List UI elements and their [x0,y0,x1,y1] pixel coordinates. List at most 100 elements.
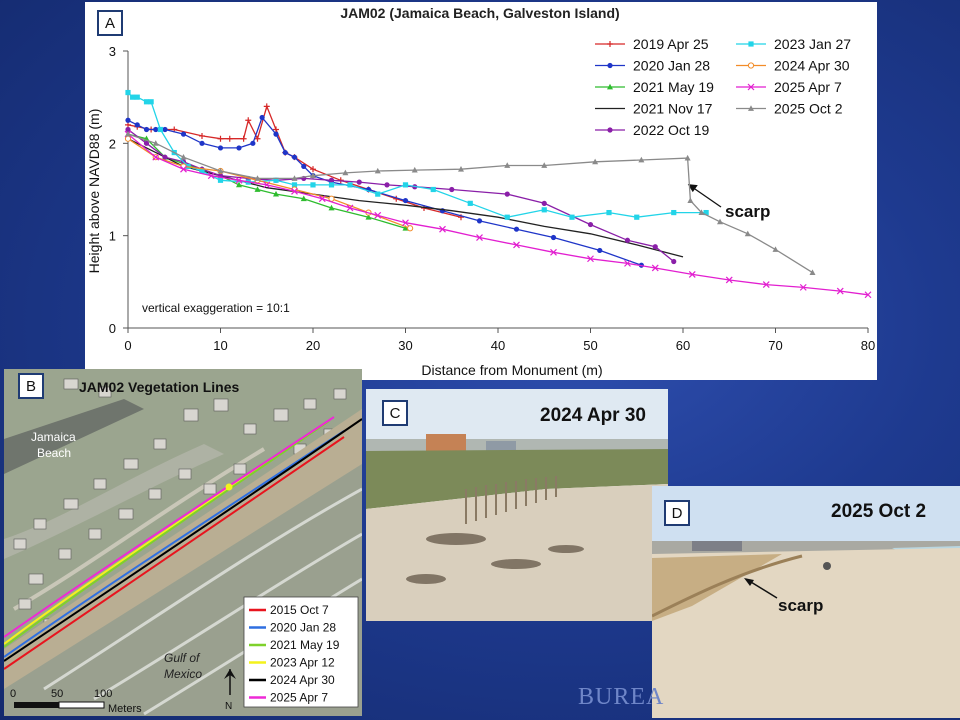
series-point [550,234,557,241]
chart-note: vertical exaggeration = 10:1 [142,301,290,315]
x-tick-label: 30 [398,338,412,353]
series-point [384,182,390,188]
x-tick-label: 40 [491,338,505,353]
series-point [638,156,645,163]
series-point [153,126,159,133]
map-place-label-line2: Beach [37,446,71,460]
map-legend-label: 2024 Apr 30 [270,673,335,687]
series-point [569,214,575,220]
north-arrow-icon: N [224,669,236,712]
map-title: JAM02 Vegetation Lines [79,379,239,395]
legend-label: 2023 Jan 27 [774,36,851,52]
series-point [597,247,603,254]
series-point [748,105,754,111]
series-point [162,154,168,160]
series-point [342,169,349,176]
series-point [365,214,372,220]
series-point [374,211,382,219]
series-line [127,133,869,296]
series-point [143,126,150,133]
series-point [652,244,658,250]
x-tick-label: 80 [861,338,875,353]
y-tick-label: 1 [109,229,116,244]
series-point [148,99,154,105]
x-tick-label: 0 [124,338,131,353]
series-point [624,237,631,243]
watermark: BUREA [578,684,665,710]
series-point [607,41,613,47]
legend-label: 2021 May 19 [633,79,714,95]
chart-annotation-scarp: scarp [725,202,770,221]
beach-photo-2024 [366,389,668,621]
legend-label: 2025 Oct 2 [774,101,843,117]
series-point [328,177,335,183]
photo-c-date: 2024 Apr 30 [540,405,646,426]
photo-2025-panel: D 2025 Oct 2 scarp [652,486,960,718]
photo-d-arrow-icon [744,578,778,599]
series-point [607,62,613,69]
series-point [624,259,631,267]
series-point [799,283,807,291]
series-point [240,135,247,142]
chart-title: JAM02 (Jamaica Beach, Galveston Island) [340,5,619,21]
series-point [273,190,279,197]
series-point [291,187,298,195]
map-legend-label: 2020 Jan 28 [270,621,336,635]
series-point [273,126,279,133]
series-point [402,197,409,204]
series-point [125,126,131,133]
series-point [291,182,298,188]
series-point [259,114,265,121]
series-point [744,230,751,237]
series-point [310,166,316,173]
series-point [476,218,483,224]
series-point [504,191,510,197]
legend-item: 2023 Jan 27 [736,36,851,52]
series-point [130,94,136,100]
map-legend-item: 2015 Oct 7 [249,603,329,617]
legend-label: 2025 Apr 7 [774,79,842,95]
vegetation-lines-map-panel: JAM02 Vegetation Lines Jamaica Beach Gul… [4,369,362,716]
scale-tick-0: 0 [10,688,16,700]
series-line [127,133,813,274]
series-point [199,168,205,174]
map-legend-label: 2025 Apr 7 [270,691,328,705]
series-point [250,140,256,146]
series-point [125,89,131,96]
y-tick-label: 3 [109,44,116,59]
x-tick-label: 10 [213,338,227,353]
series-point [125,117,131,123]
chart-y-label: Height above NAVD88 (m) [86,109,102,274]
series-point [310,182,316,188]
scarp-arrowhead-icon [687,184,698,193]
legend-item: 2021 Nov 17 [595,101,713,117]
series-point [282,149,288,156]
series-point [217,135,224,142]
panel-b-label: B [18,373,44,399]
profile-chart-panel: JAM02 (Jamaica Beach, Galveston Island) … [85,2,877,380]
series-2022-oct-19 [125,126,677,265]
series-point [217,177,224,183]
series-point [504,162,511,168]
series-point [748,41,754,47]
scale-tick-50: 50 [51,688,63,700]
scarp-arrow-line [690,185,722,208]
series-point [671,258,677,265]
series-point [180,165,187,173]
series-point [273,131,279,137]
map-legend-item: 2021 May 19 [249,638,340,652]
series-line [127,128,675,263]
series-point [180,153,187,160]
series-2023-jan-27 [125,89,709,220]
series-2025-oct-2 [125,130,816,275]
series-point [254,135,261,142]
series-point [124,135,132,142]
series-point [207,172,215,180]
series-point [180,131,187,137]
photo-d-scarp-label: scarp [778,596,824,615]
series-point [671,209,677,216]
north-label: N [225,701,232,712]
series-point [458,165,464,172]
x-tick-label: 20 [306,338,320,353]
scale-unit: Meters [108,703,142,715]
